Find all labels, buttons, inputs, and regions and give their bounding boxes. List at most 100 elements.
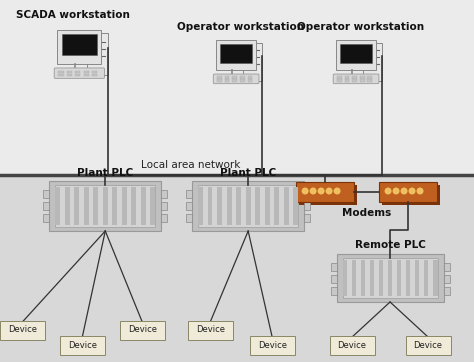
Text: SCADA workstation: SCADA workstation [17,10,130,20]
Bar [43,202,49,210]
Bar [330,287,337,295]
FancyBboxPatch shape [333,74,379,84]
Bar [255,187,260,225]
Bar [246,187,251,225]
Bar [361,260,365,296]
Bar [293,187,298,225]
Circle shape [319,188,324,194]
Circle shape [334,188,340,194]
FancyBboxPatch shape [120,320,165,340]
FancyBboxPatch shape [299,185,357,205]
Bar [161,214,167,222]
Bar [225,76,229,79]
Bar [57,30,101,64]
Bar [186,202,192,210]
Bar [379,260,383,296]
Text: Operator workstation: Operator workstation [297,22,424,32]
Bar [330,263,337,271]
Bar [75,74,81,76]
Bar [0,175,474,362]
Bar [232,79,237,82]
Bar [304,214,310,222]
FancyBboxPatch shape [329,336,374,354]
Bar [424,260,428,296]
Bar [265,187,270,225]
Bar [243,43,262,81]
Bar [217,79,222,82]
Bar [141,187,146,225]
Bar [84,187,89,225]
Bar [340,44,372,63]
Bar [75,71,81,73]
Text: Device: Device [337,341,366,349]
Bar [87,33,108,75]
Bar [345,76,349,79]
Bar [217,76,222,79]
FancyBboxPatch shape [250,336,295,354]
Bar [370,260,374,296]
Bar [352,76,357,79]
Bar [58,74,64,76]
Bar [360,76,365,79]
Bar [274,187,279,225]
FancyBboxPatch shape [60,336,105,354]
Circle shape [326,188,332,194]
Text: Plant PLC: Plant PLC [220,168,276,178]
Bar [363,43,382,81]
FancyBboxPatch shape [406,336,450,354]
Bar [58,71,64,73]
Text: Plant PLC: Plant PLC [77,168,133,178]
Bar [43,190,49,198]
FancyBboxPatch shape [188,320,233,340]
Bar [220,44,252,63]
Bar [83,74,89,76]
Text: Device: Device [68,341,97,349]
Bar [217,187,222,225]
Bar [330,275,337,283]
Bar [55,187,60,225]
Bar [240,76,245,79]
Bar [225,79,229,82]
Bar [304,202,310,210]
Circle shape [310,188,316,194]
Bar [186,214,192,222]
Bar [367,79,372,82]
Text: Device: Device [413,341,443,349]
Bar [345,79,349,82]
Circle shape [417,188,423,194]
Bar [198,187,203,225]
Circle shape [393,188,399,194]
Bar [360,79,365,82]
Bar [208,187,212,225]
Bar [247,76,252,79]
Bar [83,71,89,73]
Text: Local area network: Local area network [140,160,240,170]
Bar [444,287,449,295]
Bar [343,258,438,298]
Bar [192,181,304,231]
Bar [304,190,310,198]
Bar [216,40,256,70]
Circle shape [401,188,407,194]
Bar [367,76,372,79]
Bar [92,71,97,73]
Bar [406,260,410,296]
Bar [444,263,449,271]
Text: Device: Device [196,325,225,334]
Bar [103,187,108,225]
Bar [232,76,237,79]
Bar [186,190,192,198]
Bar [55,185,155,227]
Bar [49,181,161,231]
FancyBboxPatch shape [296,182,354,202]
Bar [112,187,117,225]
Bar [43,214,49,222]
Bar [62,34,97,55]
Text: Remote PLC: Remote PLC [355,240,426,250]
Bar [161,202,167,210]
Bar [198,185,298,227]
Text: Device: Device [128,325,157,334]
Text: Modems: Modems [342,208,391,218]
Bar [415,260,419,296]
Bar [337,79,342,82]
